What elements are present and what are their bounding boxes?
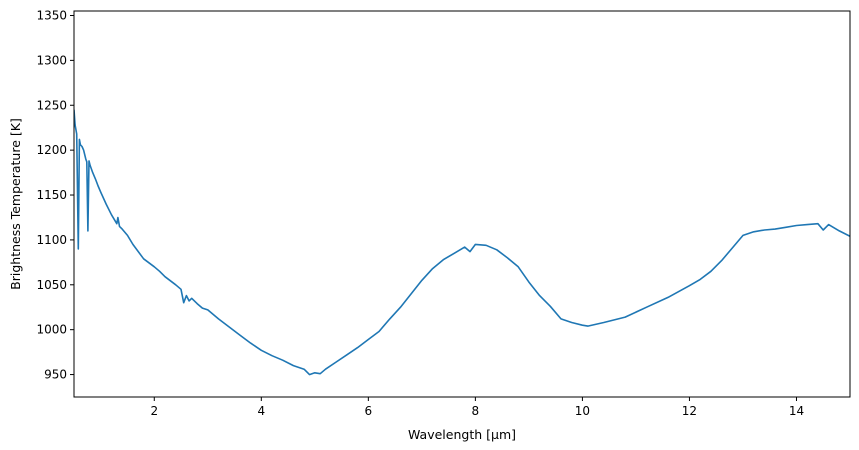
series-layer [74,109,850,376]
x-axis-label: Wavelength [μm] [408,427,516,442]
y-axis-label: Brightness Temperature [K] [8,118,23,290]
y-tick-label: 1200 [36,143,67,157]
y-tick-label: 1150 [36,188,67,202]
x-tick-label: 2 [150,404,158,418]
y-axis: 950 1000 1050 1100 1150 1200 1250 1300 1350 [36,8,74,382]
plot-frame [73,10,851,398]
x-tick-label: 6 [365,404,373,418]
y-tick-label: 1000 [36,323,67,337]
x-axis: 2 4 6 8 10 12 14 [150,397,804,418]
y-tick-label: 1300 [36,53,67,67]
y-tick-label: 950 [44,368,67,382]
y-tick-label: 1050 [36,278,67,292]
x-tick-label: 14 [789,404,804,418]
y-tick-label: 1100 [36,233,67,247]
y-tick-label: 1250 [36,98,67,112]
series-line-0 [74,109,850,376]
x-tick-label: 4 [257,404,265,418]
x-tick-label: 12 [682,404,697,418]
plot-area [74,11,850,397]
y-tick-label: 1350 [36,8,67,22]
x-tick-label: 8 [472,404,480,418]
x-tick-label: 10 [575,404,590,418]
